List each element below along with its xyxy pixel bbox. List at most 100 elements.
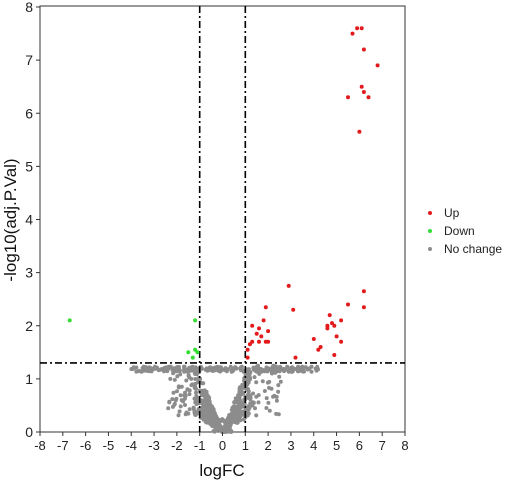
nochange-point [245, 376, 250, 381]
nochange-point [270, 371, 274, 376]
nochange-point [256, 363, 260, 368]
up-point [350, 31, 355, 36]
up-point [361, 47, 366, 52]
nochange-point [213, 365, 218, 370]
up-point [247, 342, 252, 347]
x-tick-label: -6 [80, 438, 92, 453]
nochange-point [194, 402, 199, 406]
nochange-point [230, 367, 235, 372]
nochange-point [276, 412, 281, 417]
nochange-point [251, 391, 256, 396]
nochange-point [178, 393, 183, 398]
nochange-point [201, 417, 206, 422]
nochange-point [166, 366, 171, 371]
nochange-point [253, 406, 257, 411]
legend: Up Down No change [424, 204, 502, 258]
nochange-point [241, 417, 246, 422]
nochange-point [219, 366, 224, 371]
legend-label-up: Up [444, 206, 460, 220]
down-point [67, 318, 72, 323]
nochange-point [176, 413, 181, 418]
up-point [359, 84, 364, 89]
down-point [186, 350, 191, 355]
nochange-point [201, 381, 206, 386]
up-point [266, 339, 271, 344]
nochange-point [278, 379, 283, 384]
up-point [257, 339, 261, 344]
up-point [339, 318, 344, 323]
y-tick-label: 3 [25, 265, 33, 281]
nochange-point [186, 373, 191, 377]
up-point [291, 307, 296, 312]
up-point [266, 329, 271, 334]
up-point [311, 337, 316, 341]
nochange-point [214, 428, 219, 433]
nochange-point [216, 369, 221, 373]
y-tick-label: 7 [25, 52, 33, 68]
up-point [357, 129, 362, 134]
nochange-point [234, 366, 239, 371]
nochange-point [192, 396, 197, 401]
nochange-point [183, 403, 187, 407]
nochange-point [309, 369, 314, 374]
x-tick-label: -5 [103, 438, 115, 453]
nochange-point [274, 394, 279, 399]
y-axis-label: -log10(adj.P.Val) [1, 158, 20, 281]
down-points [67, 318, 200, 360]
nochange-point [172, 402, 177, 407]
nochange-point [212, 424, 217, 429]
nochange-point [264, 406, 269, 410]
x-tick-label: 8 [401, 438, 408, 453]
nochange-point [204, 366, 209, 371]
nochange-point [289, 369, 294, 374]
up-point [250, 339, 255, 344]
nochange-point [232, 413, 236, 418]
up-point [250, 323, 255, 328]
nochange-point [197, 407, 202, 412]
nochange-point [217, 418, 222, 423]
nochange-point [276, 383, 281, 388]
legend-item-up: Up [424, 204, 502, 222]
nochange-point [296, 364, 301, 369]
nochange-point [193, 385, 198, 389]
x-tick-label: 5 [333, 438, 340, 453]
up-point [361, 289, 366, 294]
nochange-point [185, 387, 190, 392]
up-point [318, 345, 323, 349]
nochange-point [266, 400, 271, 405]
nochange-point [156, 368, 161, 373]
up-point [261, 318, 266, 323]
nochange-point [222, 426, 227, 430]
up-point [339, 339, 344, 344]
x-tick-label: 6 [356, 438, 363, 453]
up-point [332, 323, 337, 328]
up-points [245, 26, 380, 360]
nochange-point [170, 397, 175, 402]
x-axis-label: logFC [199, 461, 244, 480]
up-point [245, 355, 250, 360]
nochange-point [189, 365, 194, 370]
nochange-point [271, 394, 276, 399]
nochange-point [204, 405, 209, 410]
nochange-point [267, 385, 271, 390]
nochange-point [273, 370, 278, 375]
nochange-point [246, 396, 251, 400]
nochange-point [152, 366, 157, 371]
nochange-point [256, 393, 261, 398]
nochange-point [232, 420, 237, 425]
nochange-point [250, 400, 255, 405]
nochange-point [179, 384, 184, 389]
up-point [375, 63, 380, 68]
up-point [286, 283, 291, 288]
nochange-point [254, 413, 259, 418]
nochange-point [148, 368, 153, 373]
legend-marker-up [428, 211, 432, 215]
y-tick-label: 6 [25, 105, 33, 121]
nochange-point [168, 376, 173, 381]
nochange-point [238, 403, 243, 408]
nochange-point [206, 411, 211, 415]
nochange-point [285, 364, 290, 369]
nochange-point [191, 405, 196, 410]
nochange-point [171, 371, 176, 376]
